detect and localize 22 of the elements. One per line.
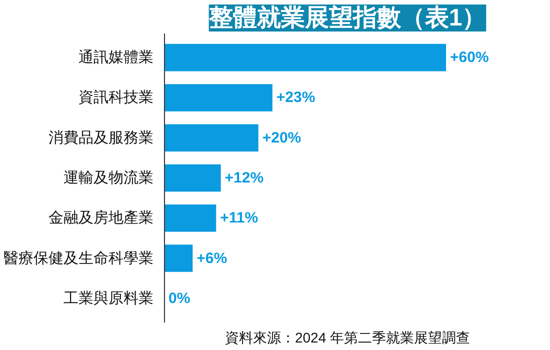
- y-tick-label: 消費品及服務業: [48, 129, 154, 146]
- data-label: +60%: [450, 49, 489, 66]
- bar: [164, 244, 193, 272]
- bar: [164, 164, 221, 192]
- data-label: +20%: [262, 129, 302, 146]
- y-tick-label: 資訊科技業: [78, 89, 154, 106]
- data-label: 0%: [168, 290, 190, 307]
- y-tick-label: 通訊媒體業: [78, 49, 154, 66]
- data-label: +12%: [224, 170, 264, 186]
- data-label: +6%: [196, 250, 228, 267]
- source-note: 資料來源：2024 年第二季就業展望調查: [224, 330, 470, 346]
- bar: [164, 124, 258, 152]
- chart-title: 整體就業展望指數（表1）: [208, 4, 486, 32]
- bar: [164, 84, 272, 112]
- y-tick-label: 運輸及物流業: [64, 170, 154, 186]
- y-tick-label: 工業與原料業: [64, 290, 154, 307]
- bar: [164, 44, 446, 72]
- y-tick-label: 醫療保健及生命科學業: [4, 250, 154, 267]
- bar: [164, 204, 216, 232]
- y-tick-label: 金融及房地產業: [48, 210, 154, 227]
- data-label: +23%: [276, 89, 316, 106]
- data-label: +11%: [220, 210, 258, 227]
